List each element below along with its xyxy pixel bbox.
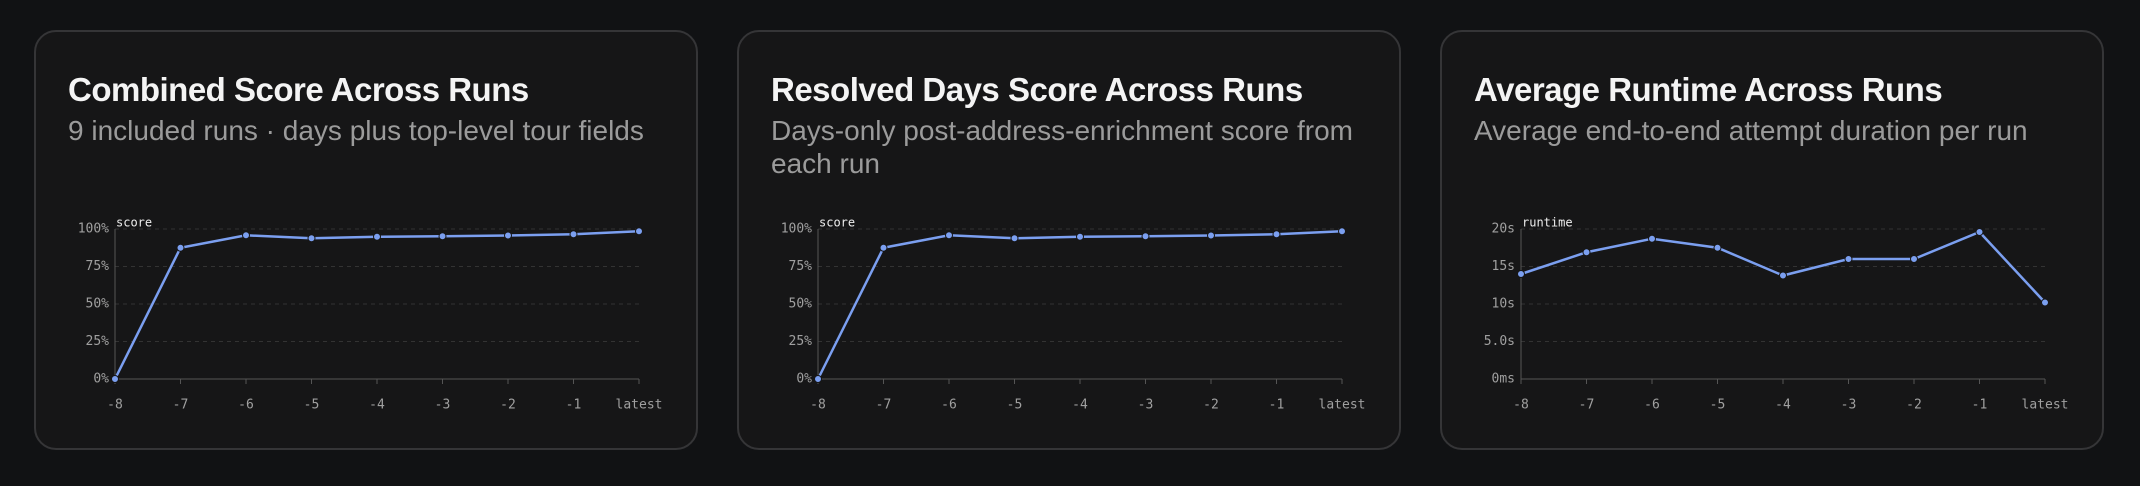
point	[504, 231, 512, 240]
x-tick-label: -1	[566, 398, 582, 413]
x-tick-label: -1	[1269, 398, 1285, 413]
point	[1648, 234, 1656, 243]
point	[373, 232, 381, 241]
point	[111, 375, 119, 383]
y-tick-label: 0ms	[1492, 372, 1515, 387]
y-tick-label: 10s	[1492, 297, 1515, 312]
point	[1338, 227, 1346, 236]
x-tick-label: -1	[1972, 398, 1988, 413]
x-tick-label: -6	[238, 398, 254, 413]
point	[1076, 232, 1084, 241]
point	[1010, 234, 1019, 243]
line	[113, 230, 640, 380]
point	[1713, 243, 1722, 252]
card-title: Average Runtime Across Runs	[1474, 71, 1943, 108]
card-title: Combined Score Across Runs	[68, 71, 529, 108]
point	[1207, 231, 1215, 240]
y-axis-label: score	[116, 216, 152, 230]
point	[2041, 298, 2049, 307]
x-tick-label: -5	[1007, 398, 1023, 413]
x-tick-label: -7	[173, 398, 189, 413]
x-tick-label: -5	[304, 398, 320, 413]
y-axis-label: runtime	[1522, 216, 1573, 230]
y-tick-label: 100%	[78, 222, 109, 237]
point	[1272, 230, 1281, 239]
chart: 0ms 5.0s 10s 15s 20s runtime -8 -7 -6 -5 -4 -3 -2 -1 l…	[1484, 216, 2069, 413]
x-tick-label: -5	[1710, 398, 1726, 413]
x-tick-label: -4	[1775, 398, 1791, 413]
chart: 0% 25% 50% 75% 100% score -8 -7 -6 -5 -4 -3 -2 -1 late…	[781, 216, 1366, 413]
point	[569, 230, 578, 239]
x-tick-label: -6	[1644, 398, 1660, 413]
x-tick-label: latest	[2022, 398, 2069, 413]
x-tick-label: -2	[500, 398, 516, 413]
x-tick-label: -6	[941, 398, 957, 413]
point	[176, 243, 185, 252]
y-axis-label: score	[819, 216, 855, 230]
x-tick-label: -8	[810, 398, 826, 413]
chart-card: Combined Score Across Runs 9 included run…	[34, 30, 698, 450]
x-tick-label: latest	[616, 398, 663, 413]
point	[635, 227, 643, 236]
x-tick-label: -8	[1513, 398, 1529, 413]
point	[1141, 232, 1150, 241]
point	[945, 231, 953, 240]
chart: 0% 25% 50% 75% 100% score -8 -7 -6 -5 -4 -3 -2 -1 late…	[78, 216, 663, 413]
point	[1517, 270, 1525, 278]
point	[307, 234, 316, 243]
card-subtitle: Average end-to-end attempt duration per …	[1474, 115, 2028, 146]
y-tick-label: 25%	[86, 334, 110, 349]
x-tick-label: -2	[1203, 398, 1219, 413]
point	[1844, 255, 1853, 263]
x-tick-label: -3	[1841, 398, 1857, 413]
line	[1520, 230, 2046, 304]
card-title: Resolved Days Score Across Runs	[771, 71, 1303, 108]
y-tick-label: 15s	[1492, 259, 1515, 274]
chart-card: Resolved Days Score Across Runs Days-only…	[737, 30, 1401, 450]
point	[1910, 255, 1918, 263]
x-tick-label: -8	[107, 398, 123, 413]
y-tick-label: 0%	[796, 372, 812, 387]
chart-card: Average Runtime Across Runs Average end-t…	[1440, 30, 2104, 450]
y-tick-label: 5.0s	[1484, 334, 1515, 349]
x-tick-label: -3	[435, 398, 451, 413]
point	[1779, 271, 1787, 280]
x-tick-label: -2	[1906, 398, 1922, 413]
point	[879, 243, 888, 252]
card-subtitle: 9 included runs · days plus top-level to…	[68, 115, 644, 146]
point	[1582, 248, 1591, 257]
y-tick-label: 50%	[789, 297, 813, 312]
y-tick-label: 75%	[86, 259, 110, 274]
y-tick-label: 100%	[781, 222, 812, 237]
x-tick-label: -4	[369, 398, 385, 413]
y-tick-label: 20s	[1492, 222, 1515, 237]
x-tick-label: -3	[1138, 398, 1154, 413]
y-tick-label: 0%	[93, 372, 109, 387]
y-tick-label: 50%	[86, 297, 110, 312]
x-tick-label: -7	[1579, 398, 1595, 413]
y-tick-label: 75%	[789, 259, 813, 274]
x-tick-label: -4	[1072, 398, 1088, 413]
point	[242, 231, 250, 240]
point	[1975, 228, 1984, 236]
card-subtitle: Days-only post-address-enrichment score …	[771, 115, 1353, 179]
line	[816, 230, 1343, 380]
point	[814, 375, 822, 383]
y-tick-label: 25%	[789, 334, 813, 349]
point	[438, 232, 447, 241]
x-tick-label: -7	[876, 398, 892, 413]
x-tick-label: latest	[1319, 398, 1366, 413]
